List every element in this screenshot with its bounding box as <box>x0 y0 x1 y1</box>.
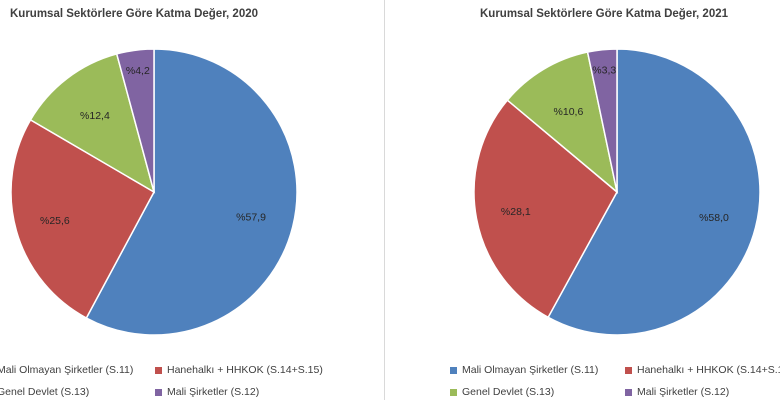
legend-swatch <box>155 366 162 374</box>
pie-slice-mali-olmayan-sirketler-s-11 <box>85 48 298 336</box>
legend-swatch <box>450 388 457 396</box>
data-label-genel-devlet-s-13: %12,4 <box>80 110 110 122</box>
legend-label: Mali Olmayan Şirketler (S.11) <box>462 364 599 376</box>
legend-label: Genel Devlet (S.13) <box>0 386 90 398</box>
legend-swatch <box>155 388 162 396</box>
legend-item-mali-sirketler: Mali Şirketler (S.12) <box>625 386 729 398</box>
pie-slice-genel-devlet-s-13 <box>506 51 619 194</box>
legend-swatch <box>625 388 632 396</box>
legend-item-hanehalki: Hanehalkı + HHKOK (S.14+S.15) <box>155 364 323 376</box>
chart-panel-2020: Kurumsal Sektörlere Göre Katma Değer, 20… <box>0 0 384 400</box>
pie-slice-genel-devlet-s-13 <box>29 53 156 194</box>
pie-slice-hanehalki-hhkok-s-14-s-15 <box>10 118 156 320</box>
chart-title: Kurumsal Sektörlere Göre Katma Değer, 20… <box>480 8 729 20</box>
data-label-mali-olmayan-sirketler-s-11: %57,9 <box>236 211 266 223</box>
panel-divider <box>384 0 385 400</box>
legend-item-mali-olmayan-sirketler: Mali Olmayan Şirketler (S.11) <box>450 364 598 376</box>
legend-item-mali-sirketler: Mali Şirketler (S.12) <box>155 386 259 398</box>
chart-panel-2021: Kurumsal Sektörlere Göre Katma Değer, 20… <box>385 0 780 400</box>
legend-swatch <box>450 366 457 374</box>
pie-chart-2020: %57,9 %25,6 %12,4 %4,2 <box>10 48 298 336</box>
pie-slice-hanehalki-hhkok-s-14-s-15 <box>473 99 618 319</box>
legend-label: Hanehalkı + HHKOK (S.14+S.15) <box>637 364 780 376</box>
legend-label: Hanehalkı + HHKOK (S.14+S.15) <box>167 364 323 376</box>
legend-label: Mali Şirketler (S.12) <box>167 386 260 398</box>
pie-chart-2021: %58,0 %28,1 %10,6 %3,3 <box>473 48 761 336</box>
legend-item-mali-olmayan-sirketler: Mali Olmayan Şirketler (S.11) <box>0 364 133 376</box>
data-label-mali-sirketler-s-12: %3,3 <box>592 65 616 77</box>
legend-item-genel-devlet: Genel Devlet (S.13) <box>0 386 89 398</box>
data-label-genel-devlet-s-13: %10,6 <box>554 106 584 118</box>
legend-label: Mali Şirketler (S.12) <box>637 386 730 398</box>
legend-label: Genel Devlet (S.13) <box>462 386 555 398</box>
legend-swatch <box>625 366 632 374</box>
legend-label: Mali Olmayan Şirketler (S.11) <box>0 364 134 376</box>
legend-item-hanehalki: Hanehalkı + HHKOK (S.14+S.15) <box>625 364 780 376</box>
data-label-mali-olmayan-sirketler-s-11: %58,0 <box>699 212 729 224</box>
pie-slice-mali-olmayan-sirketler-s-11 <box>547 48 761 336</box>
pie-slice-mali-sirketler-s-12 <box>586 48 618 193</box>
data-label-hanehalki-hhkok-s-14-s-15: %28,1 <box>501 206 531 218</box>
legend-item-genel-devlet: Genel Devlet (S.13) <box>450 386 554 398</box>
data-label-mali-sirketler-s-12: %4,2 <box>126 65 150 77</box>
chart-title: Kurumsal Sektörlere Göre Katma Değer, 20… <box>10 8 259 20</box>
data-label-hanehalki-hhkok-s-14-s-15: %25,6 <box>40 215 70 227</box>
pie-slice-mali-sirketler-s-12 <box>115 48 155 193</box>
